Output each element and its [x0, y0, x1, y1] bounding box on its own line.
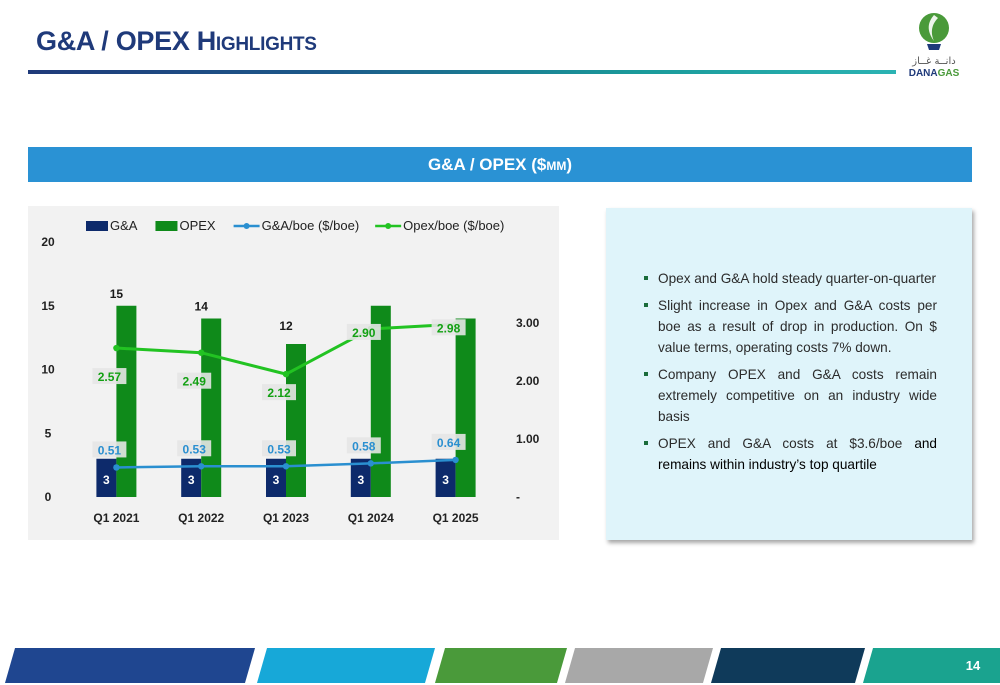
opex-boe-label-box: [431, 319, 466, 336]
footer-band: [4, 648, 256, 683]
legend-label: Opex/boe ($/boe): [403, 218, 504, 233]
x-axis-tick: Q1 2022: [178, 511, 224, 525]
ga-boe-label-box: [92, 441, 127, 458]
page-title: G&A / OPEX Highlights: [36, 26, 317, 56]
ga-boe-label-box: [177, 440, 212, 457]
opex-boe-value-label: 2.49: [183, 375, 207, 389]
ga-boe-label-box: [346, 437, 381, 454]
legend-label: G&A/boe ($/boe): [262, 218, 360, 233]
dana-gas-logo: دانــة غــاز DANAGAS: [908, 10, 960, 80]
ga-boe-marker: [198, 463, 205, 470]
opex-boe-marker: [282, 370, 290, 378]
opex-value-label: 12: [279, 319, 293, 333]
ga-value-label: 3: [188, 473, 195, 487]
opex-boe-label-box: [177, 372, 212, 389]
ga-boe-value-label: 0.51: [98, 443, 122, 457]
ga-boe-label-box: [431, 433, 466, 450]
opex-boe-value-label: 2.98: [437, 321, 461, 335]
ga-bar: [435, 458, 456, 497]
ga-boe-label-box: [262, 440, 296, 457]
ga-value-label: 3: [442, 473, 449, 487]
page-number: 14: [965, 658, 981, 673]
opex-boe-value-label: 2.57: [98, 370, 122, 384]
opex-boe-label-box: [92, 368, 127, 385]
section-banner: G&A / OPEX ($mm): [28, 147, 972, 182]
ga-boe-marker: [452, 456, 459, 464]
ga-value-label: 3: [103, 473, 110, 487]
logo-drop-icon: [919, 13, 949, 50]
ga-bar: [350, 458, 371, 497]
highlight-item: Opex and G&A hold steady quarter-on-quar…: [644, 268, 937, 289]
opex-chart: 0 5 10 15 20 - 1.00 2.00 3.00 Q1 2021 Q1 2022 Q1 20…: [41, 218, 540, 525]
y-axis-right-tick: 3.00: [516, 316, 540, 330]
footer-band: [564, 648, 714, 683]
y-axis-left-tick: 20: [41, 235, 55, 249]
y-axis-left-tick: 10: [41, 363, 55, 377]
legend-label: OPEX: [179, 218, 215, 233]
x-axis-tick: Q1 2025: [433, 511, 479, 525]
ga-bar: [181, 458, 202, 497]
opex-bar: [455, 318, 476, 497]
opex-boe-label-box: [262, 384, 296, 401]
highlight-item: Slight increase in Opex and G&A costs pe…: [644, 295, 937, 358]
logo-wordmark: DANAGAS: [908, 68, 960, 79]
x-axis-tick: Q1 2023: [263, 511, 309, 525]
y-axis-left-tick: 0: [45, 490, 52, 504]
x-axis-tick: Q1 2021: [93, 511, 139, 525]
ga-boe-value-label: 0.58: [352, 439, 376, 453]
opex-boe-marker: [198, 349, 205, 356]
legend-swatch: [155, 221, 178, 231]
chart-panel: 0 5 10 15 20 - 1.00 2.00 3.00 Q1 2021 Q1 2022 Q1 20…: [28, 206, 559, 540]
footer-band: [434, 648, 568, 683]
opex-boe-value-label: 2.90: [352, 326, 376, 340]
highlights-list: Opex and G&A hold steady quarter-on-quar…: [644, 268, 937, 481]
opex-value-label: 15: [110, 287, 124, 301]
y-axis-right-tick: 1.00: [516, 432, 540, 446]
ga-boe-marker: [282, 463, 290, 470]
ga-boe-value-label: 0.64: [437, 436, 461, 450]
opex-value-label: 14: [195, 300, 209, 314]
ga-bar: [96, 458, 117, 497]
ga-value-label: 3: [273, 473, 280, 487]
ga-bar: [266, 458, 286, 497]
footer-band: [710, 648, 866, 683]
ga-value-label: 3: [357, 473, 364, 487]
ga-boe-value-label: 0.53: [267, 442, 291, 456]
legend-marker: [385, 223, 392, 229]
legend-swatch: [86, 221, 108, 231]
x-axis-tick: Q1 2024: [348, 511, 394, 525]
y-axis-left-tick: 15: [41, 299, 55, 313]
ga-boe-marker: [367, 460, 374, 467]
opex-bar: [201, 318, 222, 497]
ga-boe-value-label: 0.53: [183, 442, 207, 456]
y-axis-left-tick: 5: [45, 426, 52, 440]
footer-band: [256, 648, 436, 683]
opex-boe-marker: [113, 344, 120, 352]
legend-marker: [243, 223, 250, 229]
opex-boe-label-box: [346, 323, 381, 340]
legend-label: G&A: [110, 218, 138, 233]
highlight-item: OPEX and G&A costs at $3.6/boe and remai…: [644, 433, 937, 475]
y-axis-right-tick: -: [516, 490, 520, 504]
title-divider: [28, 70, 896, 74]
opex-bar: [286, 344, 306, 497]
logo-arabic-text: دانــة غــاز: [912, 56, 956, 67]
highlight-item: Company OPEX and G&A costs remain extrem…: [644, 364, 937, 427]
opex-boe-value-label: 2.12: [267, 386, 291, 400]
ga-boe-marker: [113, 464, 120, 471]
highlights-panel: Opex and G&A hold steady quarter-on-quar…: [606, 208, 972, 540]
y-axis-right-tick: 2.00: [516, 374, 540, 388]
